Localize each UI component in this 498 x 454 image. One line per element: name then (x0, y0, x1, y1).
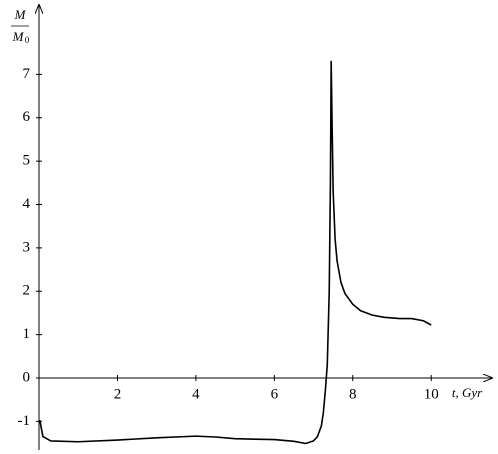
y-tick-label: 7 (23, 66, 31, 82)
y-tick-label: 3 (23, 239, 31, 255)
x-axis-label: t, Gyr (452, 385, 483, 400)
y-tick-label: 1 (23, 326, 31, 342)
y-tick-label: 4 (23, 196, 31, 212)
x-tick-label: 2 (114, 386, 122, 402)
y-axis-label-numerator: M (14, 7, 27, 22)
y-tick-label: 0 (23, 369, 31, 385)
y-tick-label: 2 (23, 283, 31, 299)
y-axis-label-denominator: M (12, 29, 25, 44)
y-tick-label: 5 (23, 153, 31, 169)
x-tick-label: 8 (349, 386, 357, 402)
x-tick-label: 6 (271, 386, 279, 402)
y-tick-label: -1 (18, 413, 31, 429)
y-axis-label-subscript: 0 (25, 35, 30, 45)
x-tick-label: 10 (424, 386, 439, 402)
data-line (38, 60, 432, 445)
x-tick-label: 4 (192, 386, 200, 402)
y-tick-label: 6 (23, 109, 31, 125)
